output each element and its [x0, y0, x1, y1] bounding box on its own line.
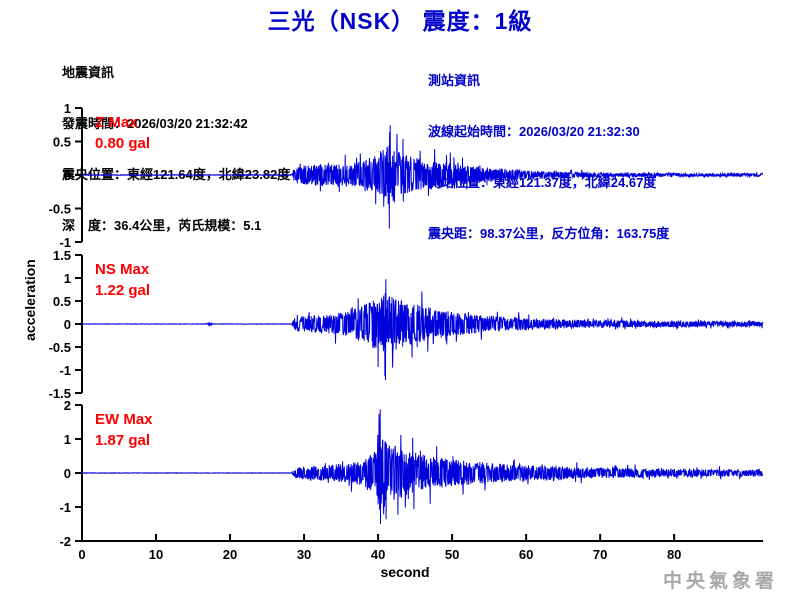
ns-max-value: 1.22 gal [95, 282, 151, 299]
z-max-annotation: Z Max 0.80 gal [95, 112, 150, 154]
ew-max-label: EW Max [95, 411, 153, 428]
z-max-value: 0.80 gal [95, 135, 151, 152]
x-tick-label: 20 [223, 547, 237, 562]
ns-max-annotation: NS Max 1.22 gal [95, 259, 150, 301]
station-info-header: 測站資訊 [428, 73, 481, 88]
y-tick-label-EW: 2 [64, 398, 71, 413]
waveform-Z [81, 125, 764, 229]
station-info: 測站資訊 波線起始時間：2026/03/20 21:32:30 測站位置：東經1… [428, 38, 669, 276]
x-tick-label: 10 [149, 547, 163, 562]
y-tick-label-NS: 0.5 [53, 294, 71, 309]
y-tick-label-NS: -1.5 [49, 386, 71, 401]
y-tick-label-Z: 0 [64, 168, 71, 183]
ew-max-value: 1.87 gal [95, 432, 151, 449]
event-depth-magnitude: 深 度：36.4公里，芮氏規模：5.1 [62, 218, 262, 233]
z-max-label: Z Max [95, 114, 138, 131]
y-tick-label-Z: 0.5 [53, 135, 71, 150]
y-tick-label-EW: -2 [59, 534, 71, 549]
y-tick-label-Z: 1 [64, 101, 71, 116]
station-wave-start-time: 波線起始時間：2026/03/20 21:32:30 [428, 124, 640, 139]
x-tick-label: 80 [667, 547, 681, 562]
y-tick-label-NS: -1 [59, 363, 71, 378]
y-tick-label-Z: -1 [59, 235, 71, 250]
page-title: 三光（NSK） 震度：1級 [267, 8, 533, 34]
station-distance-azimuth: 震央距：98.37公里，反方位角：163.75度 [428, 226, 670, 241]
x-tick-label: 40 [371, 547, 385, 562]
y-tick-label-NS: 0 [64, 317, 71, 332]
agency-watermark: 中央氣象署 [662, 571, 778, 592]
event-info: 地震資訊 發震時間：2026/03/20 21:32:42 震央位置：東經121… [62, 30, 290, 268]
waveform-EW [81, 409, 763, 524]
x-tick-label: 70 [593, 547, 607, 562]
y-tick-label-Z: -0.5 [49, 202, 71, 217]
event-info-header: 地震資訊 [62, 65, 115, 80]
event-origin-time: 發震時間：2026/03/20 21:32:42 [62, 116, 248, 131]
y-axis-title: acceleration [22, 259, 38, 341]
y-tick-label-EW: 0 [64, 466, 71, 481]
y-tick-label-EW: -1 [59, 500, 71, 515]
x-tick-label: 50 [445, 547, 459, 562]
x-tick-label: 60 [519, 547, 533, 562]
waveform-NS [82, 279, 764, 381]
x-tick-label: 30 [297, 547, 311, 562]
y-tick-label-NS: -0.5 [49, 340, 71, 355]
y-tick-label-EW: 1 [64, 432, 71, 447]
ns-max-label: NS Max [95, 261, 150, 278]
x-axis-title: second [380, 564, 430, 580]
ew-max-annotation: EW Max 1.87 gal [95, 409, 153, 451]
y-tick-label-NS: 1.5 [53, 248, 71, 263]
y-tick-label-NS: 1 [64, 271, 71, 286]
x-tick-label: 0 [78, 547, 85, 562]
